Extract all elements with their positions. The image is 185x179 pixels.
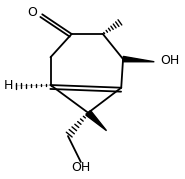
- Polygon shape: [123, 56, 154, 62]
- Text: OH: OH: [71, 161, 90, 174]
- Text: H: H: [4, 79, 13, 92]
- Polygon shape: [86, 110, 107, 131]
- Text: O: O: [27, 6, 37, 19]
- Text: OH: OH: [161, 54, 180, 67]
